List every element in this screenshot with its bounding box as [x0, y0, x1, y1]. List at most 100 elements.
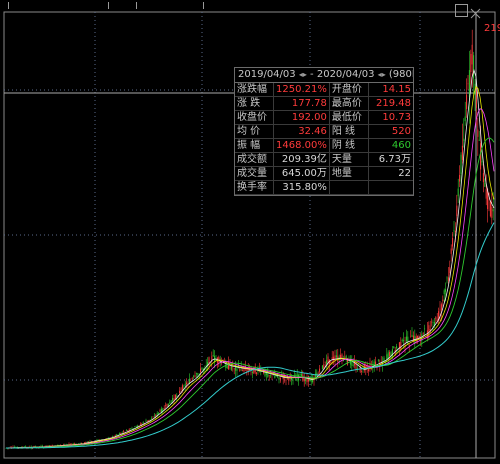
candle-body [83, 442, 85, 444]
candle-body [467, 83, 469, 85]
candle-body [309, 377, 311, 382]
candle-body [333, 356, 335, 361]
candle-body [442, 299, 444, 302]
stat-value: 6.73万 [368, 152, 413, 167]
candle-body [169, 401, 171, 404]
stat-value: 1250.21% [273, 83, 330, 97]
candle-body [48, 445, 50, 447]
stat-label: 阴 线 [329, 138, 369, 153]
candle-body [331, 357, 333, 360]
start-date-arrows-icon[interactable]: ◂▸ [298, 70, 307, 79]
candle-body [72, 443, 74, 445]
stats-row: 成交额 209.39亿 天量 6.73万 [235, 152, 413, 167]
candle-body [303, 377, 305, 382]
candle-body [390, 352, 392, 358]
ma-line-longest [6, 222, 495, 449]
restore-window-icon[interactable] [455, 4, 468, 17]
stat-label: 涨跌幅 [235, 83, 274, 97]
candle-body [233, 368, 235, 370]
candle-body [277, 375, 279, 378]
candle-body [33, 446, 35, 448]
end-date[interactable]: 2020/04/03 [316, 69, 375, 80]
candle-body [176, 395, 178, 398]
ma-line-short [6, 68, 495, 449]
candle-body [23, 446, 25, 448]
candle-body [85, 441, 87, 443]
candle-body [291, 377, 293, 380]
candle-body [312, 378, 314, 383]
candle-body [58, 444, 60, 446]
candle-body [391, 349, 393, 357]
candle-body [121, 432, 123, 434]
candle-body [314, 373, 316, 379]
candle-body [334, 355, 336, 361]
candle-body [387, 352, 389, 360]
candle-body [215, 359, 217, 361]
candle-body [358, 363, 360, 365]
stats-row: 成交量 645.00万 地量 22 [235, 166, 413, 181]
candle-body [230, 365, 232, 370]
candle-body [435, 317, 437, 320]
candle-body [239, 368, 241, 371]
candle-body [207, 362, 209, 367]
candle-body [421, 334, 423, 341]
candle-body [278, 377, 280, 380]
ma-line-mid [6, 85, 495, 449]
candle-body [194, 375, 196, 377]
candle-body [330, 361, 332, 364]
candle-body [235, 365, 237, 371]
candle-body [432, 322, 434, 323]
stats-row: 换手率 315.80% [235, 180, 413, 195]
stat-value: 1468.00% [273, 138, 330, 153]
candle-body [180, 388, 182, 390]
candle-body [485, 189, 487, 199]
stat-label: 地量 [329, 166, 369, 181]
stat-label: 成交量 [235, 166, 274, 181]
candle-body [422, 333, 424, 335]
candle-body [354, 361, 356, 366]
candle-body [348, 357, 350, 359]
candle-body [184, 383, 186, 387]
stats-row: 涨 跌 177.78 最高价 219.48 [235, 96, 413, 111]
stats-table: 涨跌幅 1250.21% 开盘价 14.15 涨 跌 177.78 最高价 219.48 收盘价… [235, 83, 413, 195]
candle-body [131, 427, 133, 429]
candle-body [319, 368, 321, 372]
candle-body [179, 390, 181, 394]
stat-value: 520 [368, 124, 413, 139]
candle-body [352, 364, 354, 366]
candle-body [134, 426, 136, 428]
start-date[interactable]: 2019/04/03 [238, 69, 296, 80]
stat-label: 涨 跌 [235, 96, 274, 111]
candle-body [345, 355, 347, 359]
candle-body [170, 400, 172, 402]
candle-body [411, 334, 413, 337]
candle-body [137, 425, 139, 428]
candle-body [324, 361, 326, 363]
candle-body [460, 154, 462, 175]
stat-value [368, 180, 413, 195]
candle-body [478, 139, 480, 141]
candle-body [480, 143, 482, 170]
end-date-arrows-icon[interactable]: ◂▸ [377, 70, 386, 79]
candle-body [68, 443, 70, 445]
candle-body [135, 425, 137, 427]
candle-body [141, 423, 143, 425]
candle-body [186, 382, 188, 385]
candle-body [393, 346, 395, 349]
candle-body [270, 375, 272, 377]
candle-body [344, 356, 346, 358]
candle-body [127, 430, 129, 432]
candle-body [473, 55, 475, 79]
candle-body [162, 408, 164, 412]
candle-body [410, 336, 412, 338]
candle-body [368, 368, 370, 372]
candle-body [221, 362, 223, 364]
candle-body [145, 420, 147, 422]
candle-body [408, 344, 410, 346]
candle-body [300, 373, 302, 377]
candle-body [236, 368, 238, 371]
close-icon[interactable] [470, 4, 481, 19]
stat-value: 645.00万 [273, 166, 330, 181]
candle-body [398, 342, 400, 349]
